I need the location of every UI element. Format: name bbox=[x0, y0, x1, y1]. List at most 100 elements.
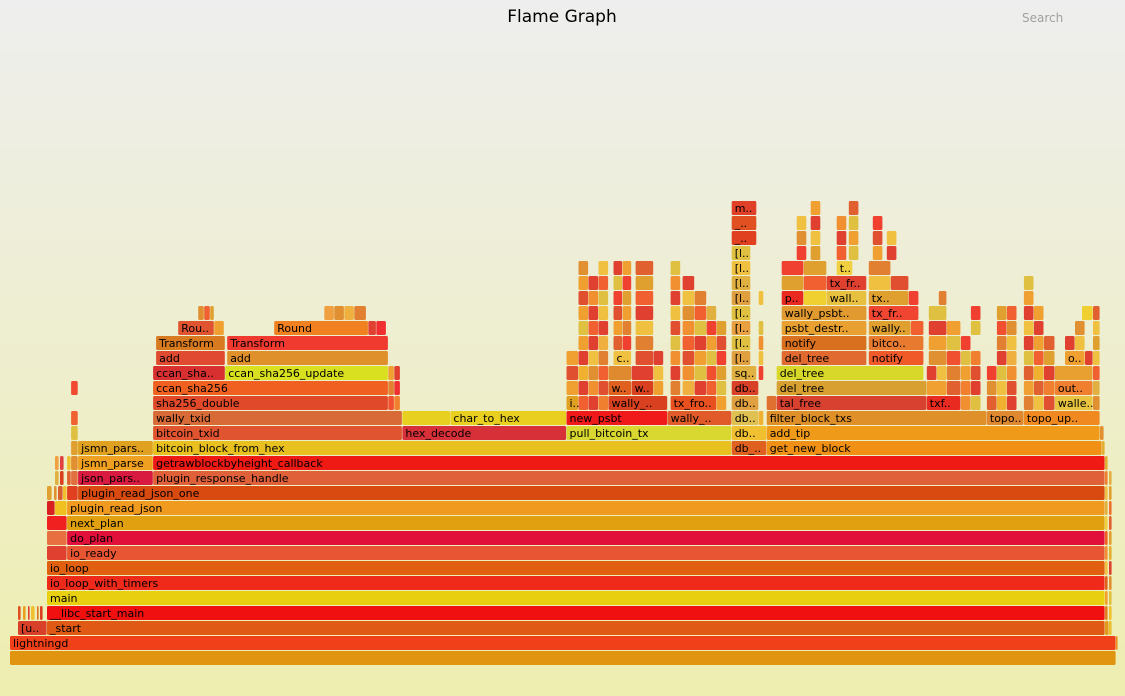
frame-rect[interactable] bbox=[1054, 366, 1093, 380]
frame[interactable] bbox=[758, 336, 764, 350]
frame-rect[interactable] bbox=[1093, 366, 1100, 380]
frame-rect[interactable] bbox=[886, 246, 897, 260]
frame[interactable] bbox=[682, 291, 695, 305]
frame-rect[interactable] bbox=[324, 306, 334, 320]
frame-rect[interactable] bbox=[716, 366, 727, 380]
frame[interactable]: getrawblockbyheight_callback bbox=[153, 456, 1105, 470]
frame[interactable]: [l.. bbox=[731, 306, 751, 320]
frame-rect[interactable] bbox=[1006, 381, 1017, 395]
frame[interactable] bbox=[694, 381, 707, 395]
frame[interactable] bbox=[47, 546, 67, 560]
frame-rect[interactable] bbox=[635, 291, 654, 305]
frame[interactable] bbox=[37, 606, 39, 620]
frame[interactable] bbox=[1033, 396, 1044, 410]
frame-rect[interactable] bbox=[578, 336, 589, 350]
frame-rect[interactable] bbox=[1006, 366, 1017, 380]
frame-rect[interactable] bbox=[758, 351, 764, 365]
frame-rect[interactable] bbox=[394, 381, 400, 395]
frame-rect[interactable] bbox=[836, 261, 853, 275]
frame-rect[interactable] bbox=[848, 231, 859, 245]
frame-rect[interactable] bbox=[868, 261, 891, 275]
frame-rect[interactable] bbox=[960, 381, 971, 395]
frame-rect[interactable] bbox=[1093, 336, 1100, 350]
frame-rect[interactable] bbox=[1109, 591, 1112, 605]
frame[interactable] bbox=[60, 456, 64, 470]
frame-rect[interactable] bbox=[635, 276, 654, 290]
frame[interactable] bbox=[758, 411, 764, 425]
frame-rect[interactable] bbox=[1033, 321, 1044, 335]
frame[interactable] bbox=[960, 366, 971, 380]
frame[interactable] bbox=[872, 246, 883, 260]
frame-rect[interactable] bbox=[928, 306, 947, 320]
frame-rect[interactable] bbox=[1043, 381, 1055, 395]
frame-rect[interactable] bbox=[153, 411, 402, 425]
frame-rect[interactable] bbox=[960, 336, 971, 350]
frame-rect[interactable] bbox=[868, 291, 909, 305]
frame[interactable] bbox=[1043, 351, 1055, 365]
frame-rect[interactable] bbox=[622, 276, 632, 290]
frame[interactable] bbox=[588, 276, 599, 290]
frame-rect[interactable] bbox=[986, 396, 997, 410]
frame[interactable]: bitco.. bbox=[868, 336, 924, 350]
frame[interactable]: plugin_read_json_one bbox=[78, 486, 1105, 500]
frame-rect[interactable] bbox=[78, 486, 1105, 500]
frame[interactable] bbox=[716, 366, 727, 380]
frame[interactable] bbox=[388, 381, 394, 395]
frame[interactable]: del_tree bbox=[781, 351, 867, 365]
frame-rect[interactable] bbox=[1093, 306, 1100, 320]
frame[interactable] bbox=[1109, 621, 1112, 635]
frame[interactable] bbox=[1105, 516, 1108, 530]
frame[interactable]: m.. bbox=[731, 201, 757, 215]
frame[interactable] bbox=[910, 321, 924, 335]
frame[interactable] bbox=[810, 231, 821, 245]
frame-rect[interactable] bbox=[986, 411, 1024, 425]
frame-rect[interactable] bbox=[1006, 306, 1017, 320]
frame-rect[interactable] bbox=[996, 306, 1007, 320]
frame-rect[interactable] bbox=[210, 306, 214, 320]
frame[interactable] bbox=[613, 306, 623, 320]
frame[interactable] bbox=[810, 246, 821, 260]
frame-rect[interactable] bbox=[613, 276, 623, 290]
frame-rect[interactable] bbox=[578, 381, 589, 395]
frame[interactable]: add bbox=[156, 351, 225, 365]
frame-rect[interactable] bbox=[766, 426, 1100, 440]
frame[interactable] bbox=[653, 351, 664, 365]
frame[interactable] bbox=[928, 336, 947, 350]
frame-rect[interactable] bbox=[47, 486, 52, 500]
frame-rect[interactable] bbox=[78, 456, 153, 470]
frame-rect[interactable] bbox=[47, 501, 55, 515]
frame[interactable] bbox=[613, 336, 623, 350]
frame-rect[interactable] bbox=[1023, 336, 1034, 350]
frame[interactable] bbox=[566, 366, 579, 380]
frame-rect[interactable] bbox=[566, 426, 732, 440]
frame-rect[interactable] bbox=[1105, 456, 1108, 470]
frame-rect[interactable] bbox=[810, 231, 821, 245]
frame[interactable] bbox=[47, 486, 52, 500]
frame[interactable] bbox=[31, 606, 35, 620]
frame-rect[interactable] bbox=[402, 411, 450, 425]
frame-rect[interactable] bbox=[970, 306, 981, 320]
frame-rect[interactable] bbox=[588, 276, 599, 290]
frame-rect[interactable] bbox=[578, 291, 589, 305]
frame[interactable] bbox=[71, 471, 78, 485]
frame-rect[interactable] bbox=[1043, 336, 1055, 350]
frame-rect[interactable] bbox=[598, 321, 609, 335]
frame[interactable] bbox=[1093, 351, 1100, 365]
frame[interactable] bbox=[758, 366, 764, 380]
frame[interactable] bbox=[1093, 306, 1100, 320]
frame-rect[interactable] bbox=[394, 396, 400, 410]
frame[interactable] bbox=[622, 321, 632, 335]
frame-rect[interactable] bbox=[608, 381, 632, 395]
frame-rect[interactable] bbox=[946, 366, 961, 380]
frame-rect[interactable] bbox=[996, 381, 1007, 395]
frame[interactable] bbox=[394, 396, 400, 410]
frame-rect[interactable] bbox=[731, 306, 751, 320]
frame[interactable] bbox=[67, 486, 78, 500]
frame-rect[interactable] bbox=[776, 381, 927, 395]
frame[interactable]: psbt_destr.. bbox=[781, 321, 867, 335]
frame-rect[interactable] bbox=[622, 321, 632, 335]
frame[interactable] bbox=[1023, 336, 1034, 350]
frame[interactable] bbox=[635, 321, 654, 335]
frame-rect[interactable] bbox=[78, 441, 153, 455]
frame-rect[interactable] bbox=[578, 276, 589, 290]
